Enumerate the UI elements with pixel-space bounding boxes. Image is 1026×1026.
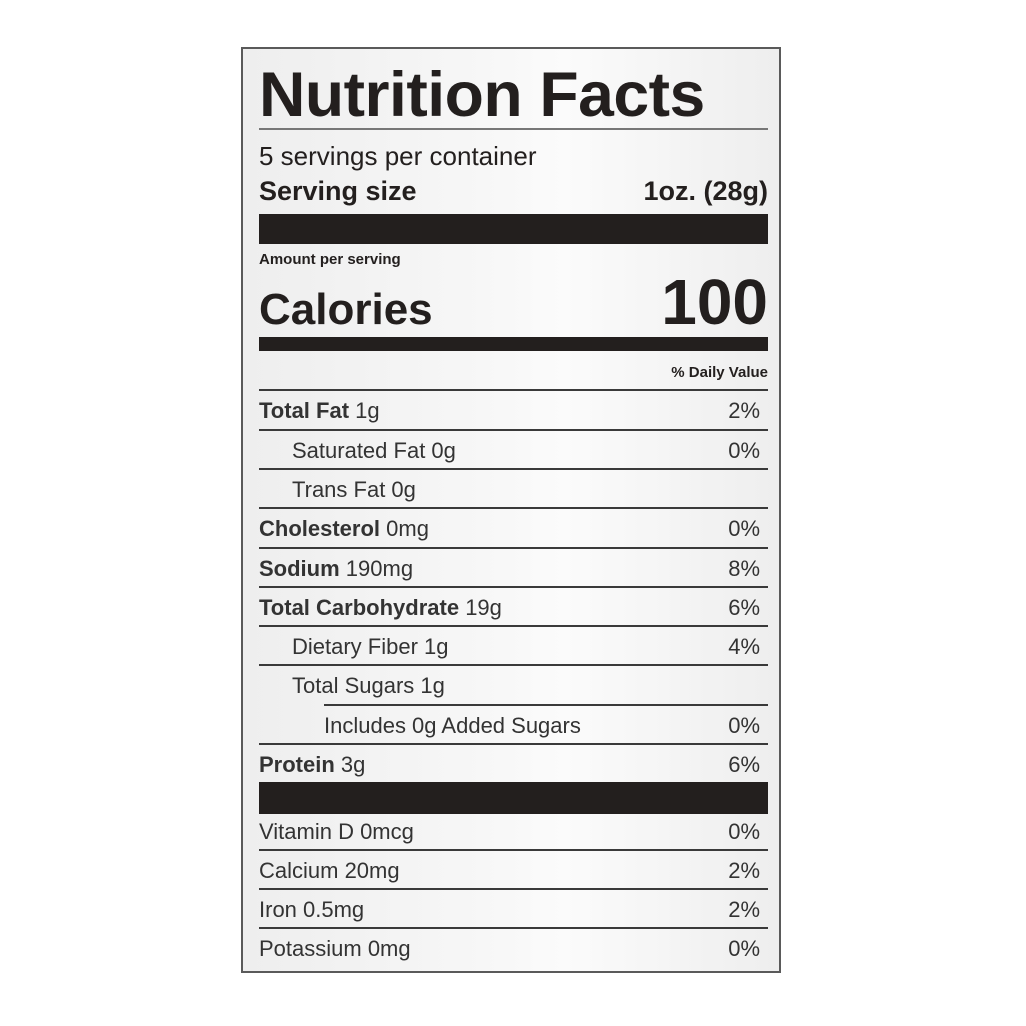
nutrient-name: Saturated Fat 0g bbox=[292, 437, 456, 463]
vitamin-dv: 0% bbox=[728, 935, 760, 961]
divider bbox=[259, 389, 768, 391]
divider bbox=[259, 128, 768, 130]
medium-bar bbox=[259, 337, 768, 351]
nutrient-row-saturated-fat: Saturated Fat 0g 0% bbox=[259, 431, 768, 470]
nutrient-amount: 190mg bbox=[345, 555, 414, 581]
vitamin-name: Iron 0.5mg bbox=[259, 896, 365, 922]
calories-label: Calories bbox=[259, 285, 433, 334]
vitamin-row: Potassium 0mg 0% bbox=[259, 929, 768, 968]
calories-row: Calories 100 bbox=[259, 267, 768, 335]
vitamin-dv: 2% bbox=[728, 896, 760, 922]
nutrient-amount: 19g bbox=[465, 594, 502, 620]
nutrient-dv: 4% bbox=[728, 633, 760, 659]
servings-per-container: 5 servings per container bbox=[259, 141, 537, 171]
amount-per-serving: Amount per serving bbox=[259, 251, 401, 268]
vitamin-name: Calcium 20mg bbox=[259, 857, 400, 883]
nutrient-amount: 1g bbox=[355, 397, 380, 423]
nutrient-name: Total Fat bbox=[259, 397, 350, 423]
nutrient-row-cholesterol: Cholesterol 0mg 0% bbox=[259, 509, 768, 548]
nutrient-dv: 0% bbox=[728, 515, 760, 541]
thick-bar bbox=[259, 782, 768, 814]
nutrient-name: Trans Fat 0g bbox=[292, 476, 416, 502]
vitamin-name: Potassium 0mg bbox=[259, 935, 411, 961]
nutrient-amount: 0mg bbox=[386, 515, 429, 541]
nutrient-dv: 2% bbox=[728, 397, 760, 423]
nutrition-facts-label: Nutrition Facts 5 servings per container… bbox=[241, 47, 781, 973]
nutrient-name: Total Carbohydrate bbox=[259, 594, 460, 620]
vitamin-row: Iron 0.5mg 2% bbox=[259, 890, 768, 929]
nutrient-dv: 0% bbox=[728, 437, 760, 463]
label-title: Nutrition Facts bbox=[259, 60, 705, 130]
nutrient-row-sodium: Sodium 190mg 8% bbox=[259, 549, 768, 588]
serving-size-value: 1oz. (28g) bbox=[643, 176, 768, 206]
serving-size-label: Serving size bbox=[259, 176, 417, 206]
vitamin-dv: 2% bbox=[728, 857, 760, 883]
nutrient-name: Includes 0g Added Sugars bbox=[324, 712, 581, 738]
nutrient-name: Protein bbox=[259, 751, 335, 777]
nutrient-name: Sodium bbox=[259, 555, 340, 581]
nutrient-name: Total Sugars 1g bbox=[292, 672, 445, 698]
nutrient-dv: 6% bbox=[728, 594, 760, 620]
vitamin-row: Calcium 20mg 2% bbox=[259, 851, 768, 890]
serving-size: Serving size 1oz. (28g) bbox=[259, 174, 768, 208]
vitamin-name: Vitamin D 0mcg bbox=[259, 818, 414, 844]
nutrient-amount: 3g bbox=[340, 751, 366, 777]
nutrient-row-total-fat: Total Fat 1g 2% bbox=[259, 391, 768, 430]
vitamin-row: Vitamin D 0mcg 0% bbox=[259, 812, 768, 851]
nutrient-name: Dietary Fiber 1g bbox=[292, 633, 449, 659]
nutrient-row-dietary-fiber: Dietary Fiber 1g 4% bbox=[259, 627, 768, 666]
nutrient-row-added-sugars: Includes 0g Added Sugars 0% bbox=[259, 706, 768, 745]
nutrient-name: Cholesterol bbox=[259, 515, 381, 541]
nutrient-row-total-carbohydrate: Total Carbohydrate 19g 6% bbox=[259, 588, 768, 627]
nutrient-row-protein: Protein 3g 6% bbox=[259, 745, 768, 784]
calories-value: 100 bbox=[661, 266, 768, 338]
nutrient-dv: 0% bbox=[728, 712, 760, 738]
nutrient-row-total-sugars: Total Sugars 1g bbox=[259, 666, 768, 705]
nutrient-dv: 6% bbox=[728, 751, 760, 777]
thick-bar bbox=[259, 214, 768, 244]
nutrient-row-trans-fat: Trans Fat 0g bbox=[259, 470, 768, 509]
nutrient-dv: 8% bbox=[728, 555, 760, 581]
vitamin-dv: 0% bbox=[728, 818, 760, 844]
daily-value-header: % Daily Value bbox=[671, 364, 768, 381]
